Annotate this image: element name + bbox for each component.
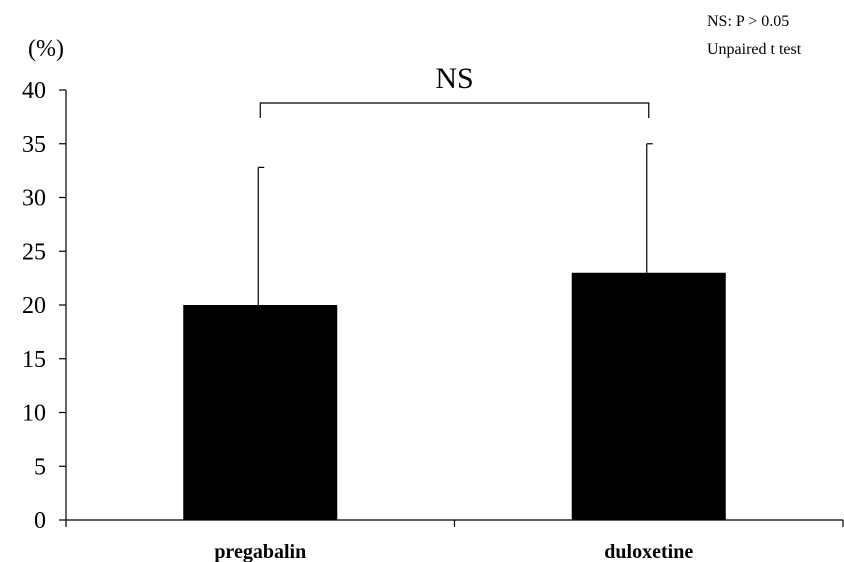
- y-ticks: 0 5 10 15 20 25 30 35 40: [22, 78, 66, 534]
- y-tick-label: 35: [22, 132, 46, 158]
- y-tick-label: 40: [22, 78, 46, 104]
- stat-note-line-1: NS: P > 0.05: [707, 13, 789, 30]
- category-label-duloxetine: duloxetine: [604, 541, 693, 562]
- significance-bracket: NS: [260, 62, 649, 118]
- y-axis-unit-label: (%): [28, 36, 64, 62]
- axes: [66, 90, 843, 527]
- y-tick-label: 30: [22, 186, 46, 212]
- y-tick-label: 5: [34, 454, 46, 480]
- y-tick-label: 0: [34, 508, 46, 534]
- category-label-pregabalin: pregabalin: [214, 541, 306, 562]
- bar-duloxetine: [572, 273, 726, 520]
- stat-note-line-2: Unpaired t test: [707, 41, 802, 58]
- bar-pregabalin: [183, 305, 337, 520]
- y-tick-label: 20: [22, 293, 46, 319]
- y-tick-label: 25: [22, 239, 46, 265]
- significance-bracket-line: [260, 103, 649, 118]
- y-tick-label: 10: [22, 401, 46, 427]
- significance-label: NS: [435, 62, 473, 95]
- bars: [183, 273, 726, 520]
- category-labels: pregabalin duloxetine: [214, 541, 693, 562]
- y-tick-label: 15: [22, 347, 46, 373]
